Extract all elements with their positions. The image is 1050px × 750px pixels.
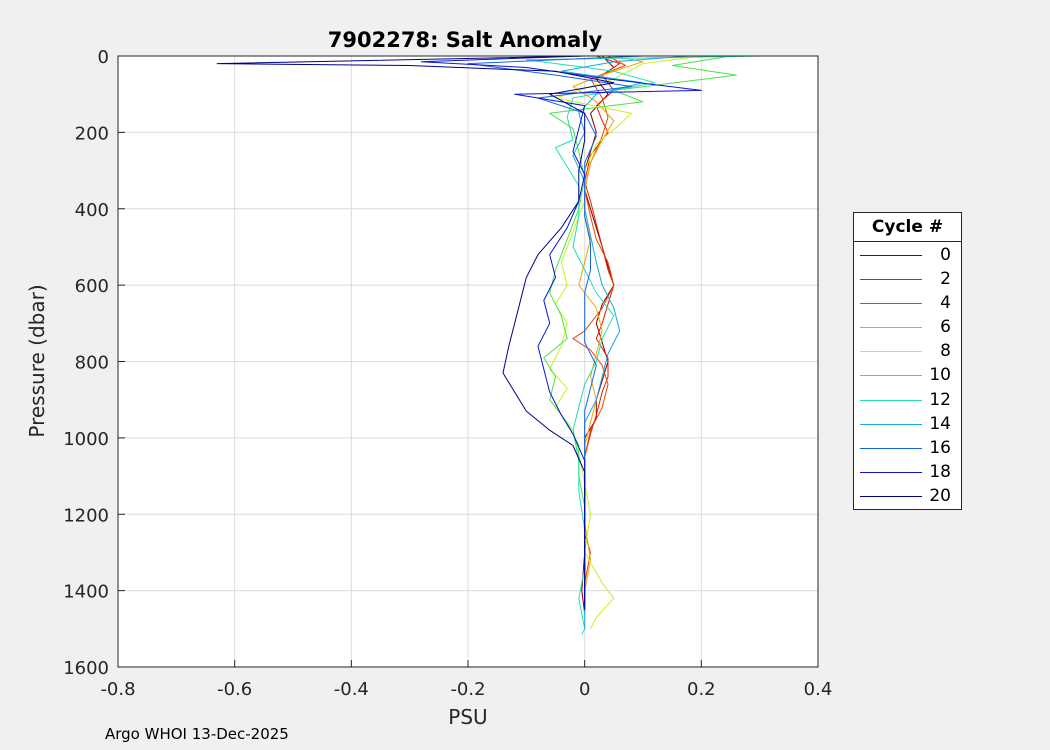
y-tick-label: 200 bbox=[75, 123, 109, 144]
x-tick-label: 0.2 bbox=[687, 679, 716, 700]
legend-swatch bbox=[860, 471, 922, 473]
x-tick-label: -0.2 bbox=[450, 679, 485, 700]
legend-swatch bbox=[860, 375, 922, 377]
y-axis-label: Pressure (dbar) bbox=[25, 284, 49, 437]
x-tick-label: -0.8 bbox=[100, 679, 135, 700]
legend-label: 14 bbox=[929, 413, 951, 434]
y-tick-label: 1400 bbox=[63, 582, 109, 603]
x-tick-label: 0.4 bbox=[804, 679, 833, 700]
legend-item-cycle-10: 10 bbox=[854, 362, 961, 386]
legend-item-cycle-12: 12 bbox=[854, 387, 961, 411]
y-tick-label: 0 bbox=[98, 47, 109, 68]
legend-title: Cycle # bbox=[854, 213, 961, 242]
legend-swatch bbox=[860, 495, 922, 497]
legend-swatch bbox=[860, 423, 922, 425]
legend-label: 8 bbox=[940, 341, 951, 362]
legend-item-cycle-20: 20 bbox=[854, 483, 961, 507]
y-tick-label: 1200 bbox=[63, 505, 109, 526]
legend-item-cycle-2: 2 bbox=[854, 266, 961, 290]
legend-item-cycle-4: 4 bbox=[854, 290, 961, 314]
legend-swatch bbox=[860, 303, 922, 305]
profile-lines bbox=[216, 55, 766, 635]
profile-line-cycle-20 bbox=[216, 55, 615, 610]
legend-label: 2 bbox=[940, 269, 951, 290]
y-tick-label: 800 bbox=[75, 353, 109, 374]
profile-line-cycle-12 bbox=[525, 55, 766, 635]
legend-label: 6 bbox=[940, 317, 951, 338]
legend-label: 4 bbox=[940, 293, 951, 314]
legend-label: 10 bbox=[929, 365, 951, 386]
legend-label: 0 bbox=[940, 245, 951, 265]
legend-swatch bbox=[860, 279, 922, 281]
x-tick-label: -0.4 bbox=[334, 679, 369, 700]
legend-swatch bbox=[860, 351, 922, 353]
legend-item-cycle-8: 8 bbox=[854, 338, 961, 362]
y-tick-label: 600 bbox=[75, 276, 109, 297]
y-tick-label: 1000 bbox=[63, 429, 109, 450]
legend-item-cycle-0: 0 bbox=[854, 242, 961, 266]
legend-label: 16 bbox=[929, 437, 951, 458]
legend-items: 0 2 4 6 8 10 12 14 16 18 20 bbox=[854, 242, 961, 507]
legend-label: 20 bbox=[929, 485, 951, 506]
axis-ticks: -0.8 -0.6 -0.4 -0.2 0 0.2 0.4 0 200 400 600 800 1000… bbox=[63, 47, 832, 700]
legend-item-cycle-14: 14 bbox=[854, 411, 961, 435]
legend-swatch bbox=[860, 447, 922, 449]
legend-item-cycle-6: 6 bbox=[854, 314, 961, 338]
legend-item-cycle-18: 18 bbox=[854, 459, 961, 483]
legend-item-cycle-16: 16 bbox=[854, 435, 961, 459]
legend-swatch bbox=[860, 399, 922, 401]
legend-label: 18 bbox=[929, 461, 951, 482]
chart-title: 7902278: Salt Anomaly bbox=[328, 28, 603, 52]
profile-line-cycle-8 bbox=[549, 55, 702, 630]
y-tick-label: 1600 bbox=[63, 658, 109, 679]
y-tick-label: 400 bbox=[75, 200, 109, 221]
legend-swatch bbox=[860, 255, 922, 256]
x-axis-label: PSU bbox=[448, 705, 487, 729]
legend: Cycle # 0 2 4 6 8 10 12 14 16 18 20 bbox=[853, 212, 962, 510]
legend-swatch bbox=[860, 327, 922, 329]
legend-label: 12 bbox=[929, 389, 951, 410]
profile-line-cycle-18 bbox=[420, 55, 702, 606]
x-tick-label: 0 bbox=[579, 679, 590, 700]
credit-footer: Argo WHOI 13-Dec-2025 bbox=[105, 725, 289, 743]
x-tick-label: -0.6 bbox=[217, 679, 252, 700]
